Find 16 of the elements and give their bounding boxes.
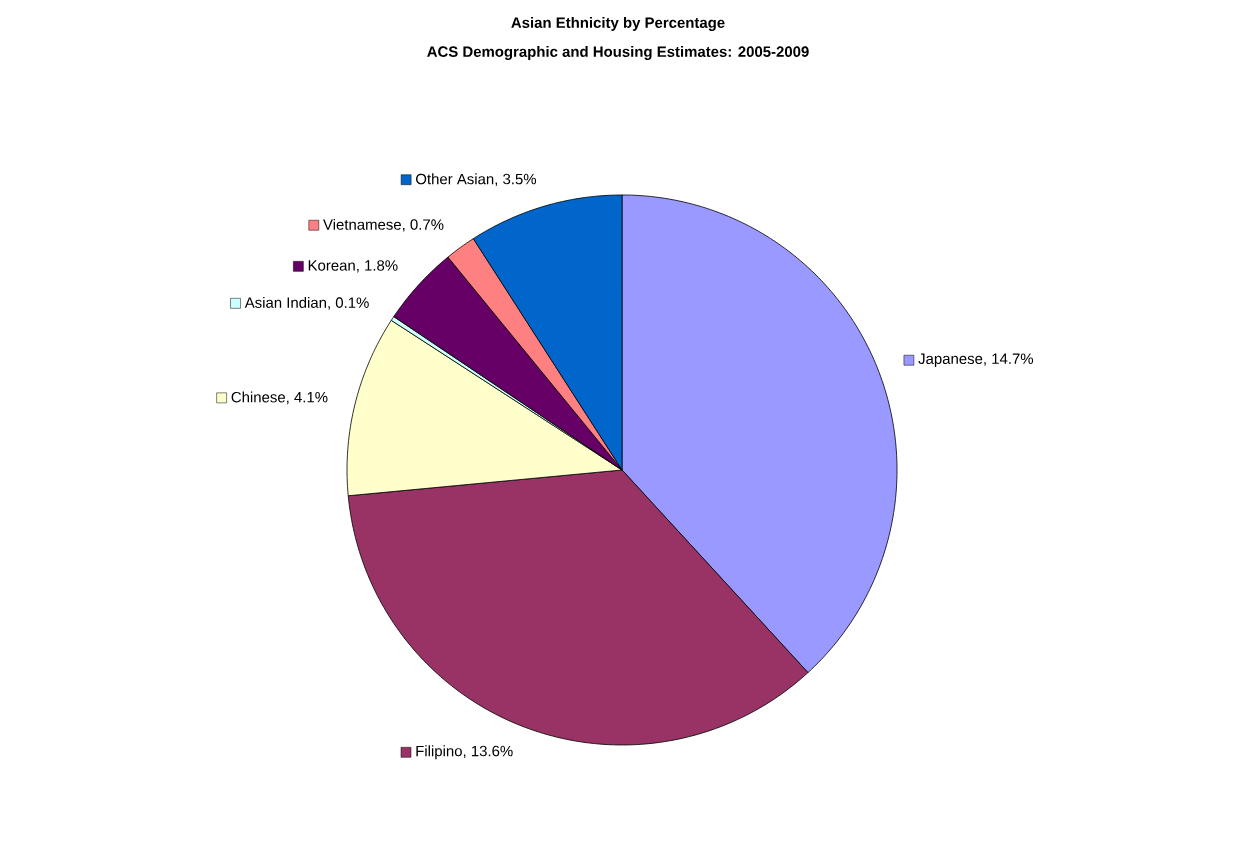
chart-subtitle: ACS Demographic and Housing Estimates: 2005-2009 (427, 45, 809, 60)
data-label: , 3.5% (495, 173, 537, 187)
legend-label: Vietnamese (323, 218, 401, 230)
legend-label: Chinese (231, 391, 285, 403)
legend-label: Other Asian (416, 173, 494, 185)
data-label: , 13.6% (463, 745, 513, 759)
legend-label: Korean (308, 260, 355, 271)
legend-label: Japanese (918, 353, 983, 367)
legend-label: Asian Indian (244, 296, 326, 308)
data-label: , 4.1% (287, 391, 328, 405)
data-label: , 0.7% (402, 219, 444, 232)
data-label: , 14.7% (984, 353, 1034, 366)
legend-label: Filipino (416, 745, 462, 760)
data-label: , 0.1% (328, 297, 369, 310)
chart-title: Asian Ethnicity by Percentage (511, 16, 725, 31)
data-label: , 1.8% (357, 260, 398, 273)
